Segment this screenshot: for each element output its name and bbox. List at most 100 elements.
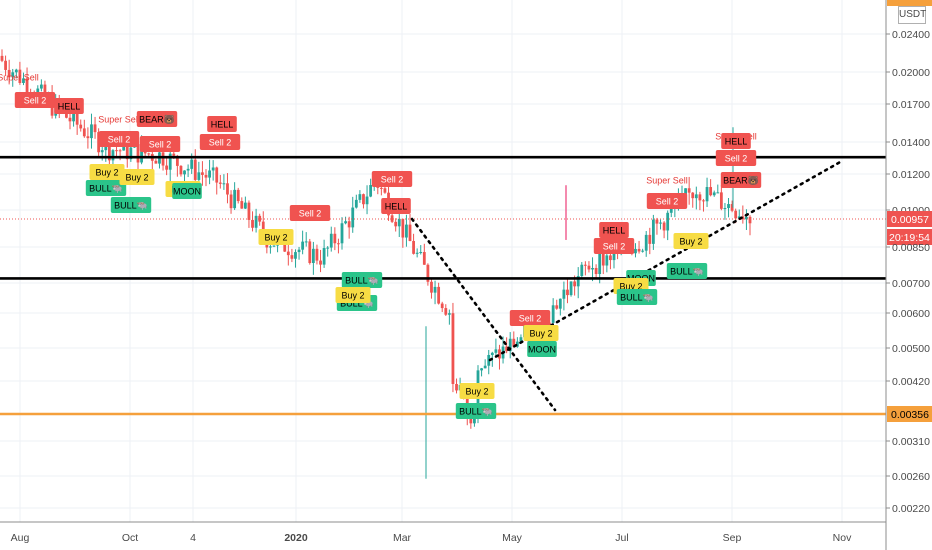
x-tick-label: 2020 bbox=[284, 532, 308, 544]
signal-sell: Sell 2 bbox=[14, 92, 56, 108]
candle-body bbox=[426, 264, 430, 282]
signal-text: Buy 2 bbox=[465, 387, 488, 397]
candle-body bbox=[705, 187, 709, 202]
signal-sell: Sell 2 bbox=[593, 238, 635, 254]
current-price-label: 0.00957 bbox=[891, 214, 929, 226]
signal-text: Super Sell bbox=[98, 115, 140, 125]
candle-body bbox=[591, 267, 594, 270]
signal-box bbox=[459, 383, 495, 399]
signal-text: Buy 2 bbox=[619, 282, 642, 292]
signal-text: HELL bbox=[725, 137, 748, 147]
candle-body bbox=[598, 252, 602, 275]
signal-bull: BULL🐃 bbox=[341, 272, 383, 288]
signal-sell: Sell 2 bbox=[199, 134, 241, 150]
candle-body bbox=[655, 219, 659, 224]
candle-body bbox=[347, 221, 351, 228]
signal-text: HELL bbox=[603, 226, 626, 236]
candle-body bbox=[329, 233, 333, 248]
candle-body bbox=[727, 204, 730, 209]
candle-body bbox=[440, 303, 444, 309]
signal-buy: Buy 2 bbox=[258, 229, 294, 245]
candle-body bbox=[587, 265, 591, 270]
candle-body bbox=[737, 216, 741, 219]
signal-hell: HELL bbox=[207, 116, 237, 132]
candle-body bbox=[455, 383, 458, 391]
y-tick-label: 0.02000 bbox=[892, 67, 930, 79]
price-axis[interactable]: 0.024000.020000.017000.014000.012000.010… bbox=[885, 0, 932, 550]
signal-text: Sell 2 bbox=[299, 209, 322, 219]
signal-buy: Buy 2 bbox=[335, 287, 371, 303]
y-tick-label: 0.00260 bbox=[892, 471, 930, 483]
signal-text: HELL bbox=[211, 120, 234, 130]
candle-body bbox=[190, 159, 194, 169]
candle-body bbox=[315, 248, 319, 261]
signal-text: Sell 2 bbox=[24, 96, 47, 106]
signal-text: BULL🐃 bbox=[459, 407, 493, 417]
candle-body bbox=[573, 281, 577, 287]
candle-body bbox=[340, 223, 344, 244]
signal-text: Sell 2 bbox=[381, 175, 404, 185]
candle-body bbox=[272, 245, 276, 247]
signal-sell: Sell 2 bbox=[646, 193, 688, 209]
signal-text: BEAR🐻 bbox=[723, 175, 759, 186]
signal-text: Sell 2 bbox=[149, 140, 172, 150]
signal-text: Sell 2 bbox=[108, 135, 131, 145]
candle-body bbox=[218, 182, 222, 184]
candle-body bbox=[25, 78, 29, 94]
candle-body bbox=[659, 222, 662, 224]
candle-body bbox=[208, 170, 211, 178]
candle-body bbox=[215, 167, 219, 183]
candle-body bbox=[161, 152, 165, 166]
signal-box bbox=[715, 150, 757, 166]
candle-body bbox=[286, 251, 290, 256]
candle-body bbox=[698, 194, 702, 201]
signal-bear: BEAR🐻 bbox=[720, 172, 762, 188]
y-tick-label: 0.01700 bbox=[892, 99, 930, 111]
signal-box bbox=[616, 289, 658, 305]
currency-label[interactable]: USDT bbox=[898, 6, 926, 24]
levels bbox=[0, 155, 886, 416]
candle-body bbox=[605, 255, 609, 266]
candle-body bbox=[594, 267, 598, 275]
candle-body bbox=[383, 188, 387, 193]
candle-body bbox=[394, 221, 398, 227]
signal-box bbox=[98, 131, 140, 147]
signal-bull: BULL🐃 bbox=[110, 197, 152, 213]
signal-buy: Buy 2 bbox=[119, 169, 155, 185]
candle-body bbox=[490, 352, 494, 355]
signal-box bbox=[136, 111, 178, 127]
candle-body bbox=[344, 221, 347, 224]
signal-text: Super Sell bbox=[646, 176, 688, 186]
candle-body bbox=[684, 188, 687, 195]
countdown-box bbox=[887, 229, 932, 245]
candle-body bbox=[82, 128, 86, 137]
signal-box bbox=[599, 222, 629, 238]
candle-body bbox=[236, 189, 240, 202]
time-axis[interactable]: Aug Oct 4 2020 Mar May Jul Sep Nov bbox=[0, 521, 886, 544]
candle-body bbox=[240, 201, 244, 209]
signal-hell: HELL bbox=[721, 133, 751, 149]
signal-text: Sell 2 bbox=[519, 314, 542, 324]
signal-box bbox=[527, 341, 557, 357]
candle-body bbox=[233, 189, 237, 209]
candle-body bbox=[694, 194, 698, 199]
signal-super-sell: Super Sell bbox=[646, 176, 688, 186]
candle-body bbox=[172, 153, 176, 156]
candle-body bbox=[583, 264, 587, 266]
candle-body bbox=[351, 207, 355, 228]
signal-bull: BULL🐃 bbox=[85, 180, 127, 196]
signal-box bbox=[207, 116, 237, 132]
candle-body bbox=[337, 243, 340, 245]
signal-box bbox=[85, 180, 127, 196]
candle-body bbox=[39, 84, 43, 89]
candle-body bbox=[505, 346, 509, 352]
candle-body bbox=[193, 159, 197, 180]
signal-labels: Super Sell Sell 2 HELL Super Sell Sell 2 BEAR… bbox=[0, 73, 762, 419]
candle-body bbox=[415, 252, 419, 254]
signal-text: Buy 2 bbox=[529, 329, 552, 339]
signal-super-sell: Super Sell bbox=[0, 73, 39, 83]
signal-bear: BEAR🐻 bbox=[136, 111, 178, 127]
current-price-box bbox=[887, 211, 932, 227]
signal-box bbox=[455, 403, 497, 419]
